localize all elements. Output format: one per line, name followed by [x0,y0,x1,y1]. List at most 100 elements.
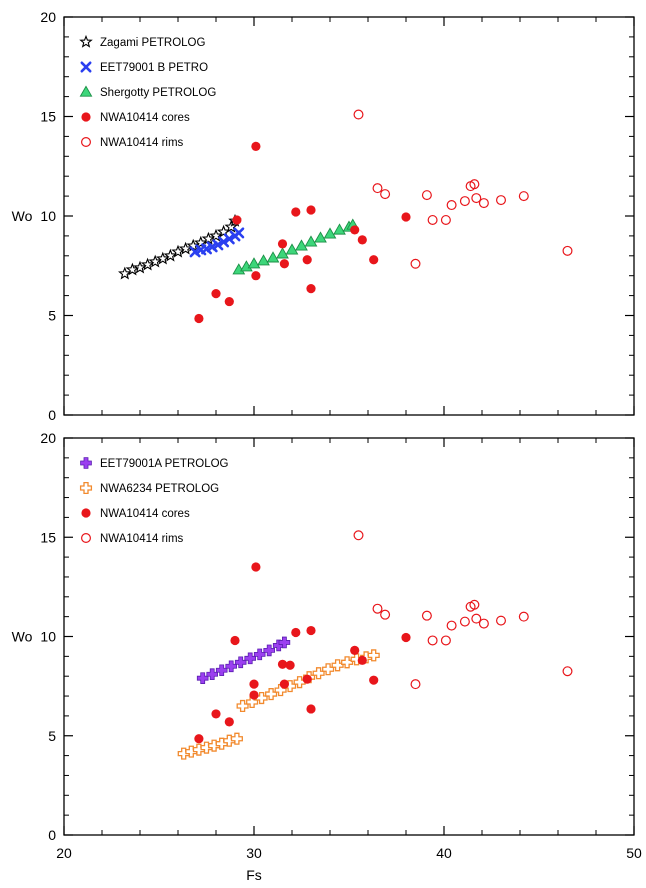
y-axis-title: Wo [12,629,33,645]
legend: Zagami PETROLOG EET79001 B PETRO Shergotty… [79,34,216,149]
series-nwa10414-rims [353,530,573,690]
data-point [331,659,344,672]
series-shergotty-petrolog [232,218,360,275]
data-point [224,219,238,233]
data-point [291,627,301,638]
data-point [518,191,529,202]
data-point [293,676,306,689]
data-point [302,255,312,265]
data-point [216,224,231,238]
data-point [156,251,170,265]
y-tick-label: 0 [48,827,56,843]
legend-label: NWA10414 rims [100,533,184,545]
data-point [353,530,364,541]
data-point [410,258,421,269]
y-tick-label: 15 [40,529,56,545]
series-zagami-petrolog [118,213,242,280]
data-point [223,233,235,245]
data-point [276,247,289,259]
data-point [357,655,367,665]
data-point [410,679,421,690]
data-point [277,659,288,669]
y-tick-label: 10 [40,208,56,224]
legend: EET79001A PETROLOG NWA6234 PETROLOG NWA104… [79,457,229,545]
data-point [440,214,451,225]
legend-marker [81,112,91,122]
data-point [367,649,380,662]
x-tick-label: 20 [56,845,72,861]
data-point [469,179,480,190]
legend-label: NWA10414 cores [100,112,190,124]
data-point [369,255,379,265]
data-point [251,562,261,572]
data-point [446,620,457,631]
series-eet79001-b-petro [189,227,245,258]
legend-marker [80,532,91,543]
data-point [459,616,470,627]
y-axis-title: Wo [12,208,33,224]
series-nwa6234-petrolog [177,649,380,760]
series-nwa10414-cores [194,141,411,324]
data-point [211,289,221,299]
data-point [118,266,132,280]
data-point [224,717,234,727]
data-point [224,296,234,307]
data-point [562,666,573,677]
data-point [249,690,259,700]
legend-marker [81,508,91,518]
data-point [459,196,470,207]
x-axis-title: Fs [246,867,262,883]
y-tick-label: 10 [40,629,56,645]
data-point [562,245,573,256]
legend-label: NWA10414 cores [100,508,190,520]
data-point [194,235,208,249]
data-point [357,235,367,245]
data-point [236,699,249,713]
data-point [427,635,438,646]
legend-label: NWA6234 PETROLOG [100,483,219,495]
series-nwa10414-cores [194,562,411,744]
panel-1: 0 5 10 15 20 Wo Zagami PETROLOG EET79001 B PETR… [12,9,635,423]
data-point [212,239,224,251]
data-point [322,663,335,676]
data-point [372,603,383,614]
data-point [440,635,451,646]
data-point [372,183,383,194]
legend-label: NWA10414 rims [100,137,184,149]
data-point [247,257,261,269]
data-point [285,660,295,670]
data-point [232,215,242,225]
data-point [304,235,318,247]
y-tick-label: 15 [40,109,56,125]
data-point [163,248,178,262]
data-point [285,243,299,255]
data-point [171,244,185,258]
x-tick-label: 30 [246,845,262,861]
data-point [249,679,259,689]
data-point [291,207,301,217]
data-point [306,625,316,636]
data-point [233,227,245,239]
legend-label: EET79001 B PETRO [100,62,208,74]
x-tick-label: 40 [436,845,452,861]
data-point [206,241,218,253]
data-point [421,190,432,201]
data-point [469,599,480,610]
data-point [148,254,162,268]
data-point [265,688,278,701]
data-point [471,613,482,624]
data-point [333,223,346,235]
data-point [353,109,364,120]
data-point [201,231,216,245]
data-point [253,648,266,661]
plot-frame [63,437,635,836]
data-point [234,656,247,669]
legend-label: Shergotty PETROLOG [100,87,216,99]
data-point [478,198,489,209]
data-point [225,660,237,673]
data-point [140,257,155,271]
legend-marker [79,85,93,97]
data-point [215,664,228,677]
